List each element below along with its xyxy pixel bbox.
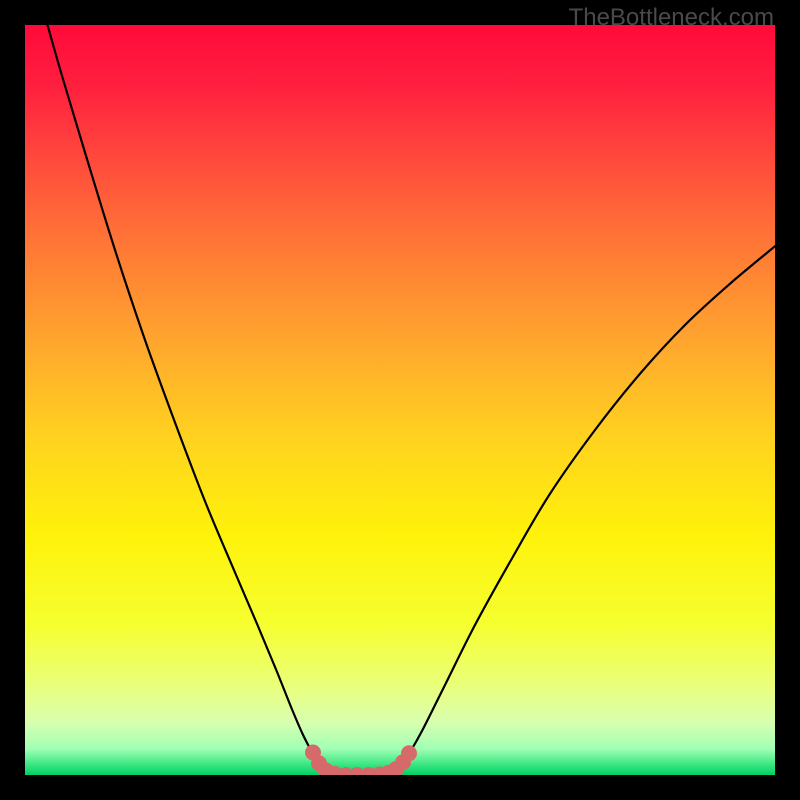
watermark-text: TheBottleneck.com [569,4,774,32]
bottleneck-chart [0,0,800,800]
gradient-background [25,25,775,775]
marker-dot [402,746,417,761]
